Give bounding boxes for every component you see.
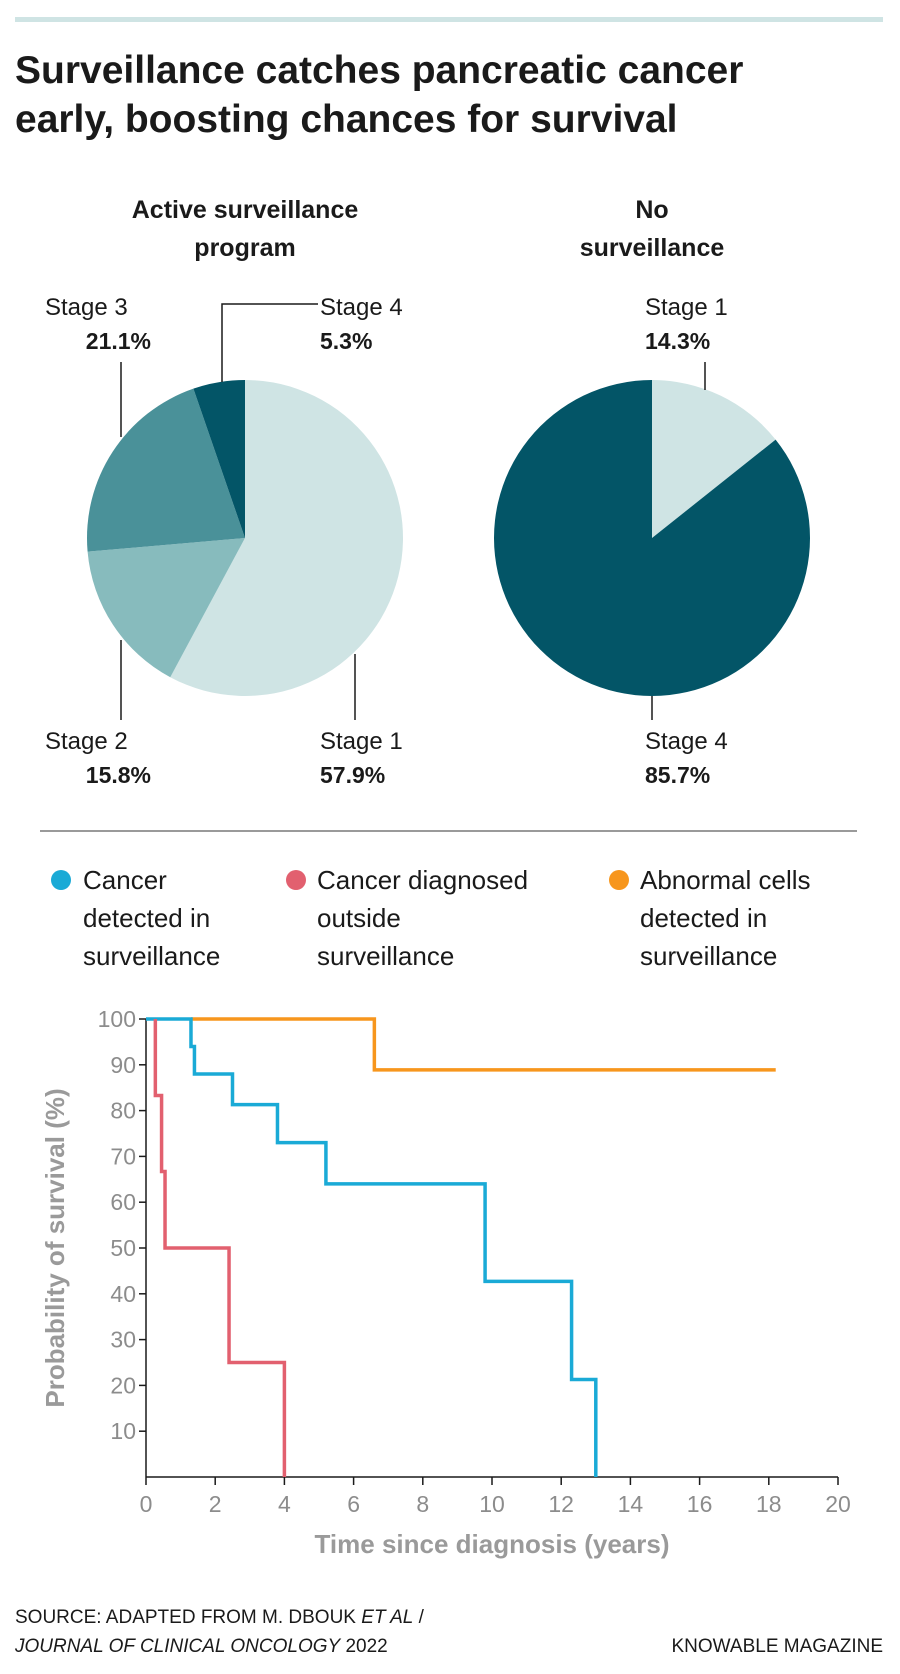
x-tick-label: 2	[209, 1491, 222, 1517]
y-tick-label: 60	[110, 1189, 136, 1215]
legend-swatch-outside	[286, 870, 306, 890]
legend-swatch-abnormal	[609, 870, 629, 890]
pie-slice-stage-3	[87, 388, 245, 552]
pie-slice-stage-2	[87, 538, 245, 678]
source-line-2: JOURNAL OF CLINICAL ONCOLOGY 2022	[14, 1636, 388, 1657]
value-stage1: 57.9%	[320, 762, 385, 788]
source-line-1: SOURCE: ADAPTED FROM M. DBOUK ET AL /	[15, 1607, 425, 1628]
y-tick-label: 20	[110, 1372, 136, 1398]
y-tick-label: 40	[110, 1281, 136, 1307]
value-ns-stage1: 14.3%	[645, 328, 710, 354]
x-tick-label: 18	[756, 1491, 782, 1517]
y-tick-label: 80	[110, 1098, 136, 1124]
legend: Cancer detected in surveillance Cancer d…	[51, 865, 811, 971]
y-tick-label: 100	[98, 1006, 136, 1032]
label-ns-stage4: Stage 4	[645, 728, 728, 755]
credit: KNOWABLE MAGAZINE	[672, 1636, 884, 1657]
pie-slice-stage-4	[193, 380, 245, 538]
legend-swatch-detected	[51, 870, 71, 890]
value-ns-stage4: 85.7%	[645, 762, 710, 788]
x-axis-title: Time since diagnosis (years)	[315, 1529, 670, 1559]
x-tick-label: 14	[618, 1491, 644, 1517]
x-tick-label: 16	[687, 1491, 713, 1517]
pie2-title-2: surveillance	[580, 234, 725, 262]
legend-outside-3: surveillance	[317, 941, 454, 971]
leader-stage4	[221, 303, 318, 382]
title-line-2: early, boosting chances for survival	[15, 98, 678, 141]
legend-abnormal-2: detected in	[640, 903, 767, 933]
top-rule	[15, 17, 883, 22]
title-line-1: Surveillance catches pancreatic cancer	[15, 49, 743, 92]
pie-slice-stage-1	[652, 380, 776, 538]
pie1-title-1: Active surveillance	[132, 196, 359, 224]
value-stage2: 15.8%	[86, 762, 151, 788]
label-stage4: Stage 4	[320, 294, 403, 321]
pie-slice-stage-1	[170, 380, 403, 696]
y-tick-label: 70	[110, 1143, 136, 1169]
x-tick-label: 0	[140, 1491, 153, 1517]
series-diagnosed-outside-surveillance	[153, 1019, 287, 1477]
legend-detected-3: surveillance	[83, 941, 220, 971]
legend-abnormal-3: surveillance	[640, 941, 777, 971]
value-stage4: 5.3%	[320, 328, 372, 354]
value-stage3: 21.1%	[86, 328, 151, 354]
label-stage2: Stage 2	[45, 728, 128, 755]
pie-leader-lines	[120, 303, 706, 720]
x-tick-label: 8	[416, 1491, 429, 1517]
label-stage1: Stage 1	[320, 728, 403, 755]
pie1-title-2: program	[194, 234, 295, 262]
y-tick-label: 10	[110, 1418, 136, 1444]
legend-detected-1: Cancer	[83, 865, 167, 895]
pie-no-surveillance	[493, 380, 810, 696]
x-tick-label: 10	[479, 1491, 505, 1517]
label-stage3: Stage 3	[45, 294, 128, 321]
y-tick-label: 90	[110, 1052, 136, 1078]
legend-abnormal-1: Abnormal cells	[640, 865, 811, 895]
survival-chart: 0 2 4 6 8 10 12 14 16 18 20 10 20 30 40 50 60 70 80 90 100	[98, 1006, 851, 1517]
pie-active-surveillance	[87, 380, 403, 696]
series-detected-in-surveillance	[146, 1017, 598, 1477]
legend-outside-1: Cancer diagnosed	[317, 865, 528, 895]
y-axis-title: Probability of survival (%)	[40, 1088, 70, 1407]
y-tick-label: 30	[110, 1327, 136, 1353]
x-tick-label: 4	[278, 1491, 291, 1517]
x-tick-label: 12	[548, 1491, 574, 1517]
series-abnormal-cells	[190, 1017, 776, 1072]
x-tick-label: 20	[825, 1491, 851, 1517]
label-ns-stage1: Stage 1	[645, 294, 728, 321]
legend-outside-2: outside	[317, 903, 401, 933]
pie-slice-stage-4	[493, 380, 810, 696]
x-tick-label: 6	[347, 1491, 360, 1517]
legend-detected-2: detected in	[83, 903, 210, 933]
y-tick-label: 50	[110, 1235, 136, 1261]
pie2-title-1: No	[635, 196, 668, 224]
